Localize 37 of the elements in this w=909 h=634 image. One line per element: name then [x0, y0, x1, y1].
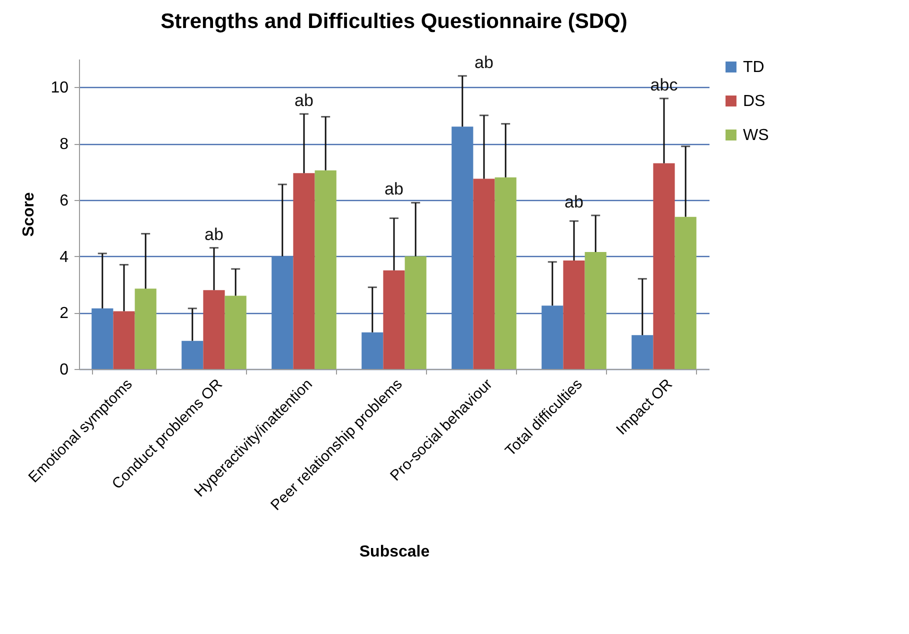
- bar: [314, 170, 336, 369]
- y-tick-label: 0: [60, 362, 69, 378]
- bar: [92, 308, 114, 369]
- y-tick-label: 4: [60, 248, 69, 266]
- bar: [362, 332, 384, 369]
- bar: [383, 270, 405, 369]
- bar: [653, 163, 675, 369]
- bar: [563, 260, 585, 369]
- bar: [632, 335, 654, 369]
- chart-title: Strengths and Difficulties Questionnaire (SDQ): [160, 10, 628, 33]
- bar: [134, 288, 156, 369]
- y-tick-label: 10: [50, 80, 69, 97]
- x-axis-title: Subscale: [359, 543, 430, 560]
- bar: [293, 173, 315, 369]
- y-tick-label: 8: [60, 136, 69, 154]
- bar: [113, 311, 135, 369]
- bar: [404, 256, 426, 369]
- bar: [224, 296, 246, 369]
- annotation: ab: [294, 90, 314, 110]
- bar: [674, 216, 696, 369]
- annotation: ab: [474, 52, 494, 72]
- y-axis-title: Score: [20, 192, 38, 237]
- bar: [182, 340, 204, 369]
- annotation: ab: [204, 224, 224, 244]
- y-tick-label: 2: [60, 305, 69, 322]
- bar: [272, 256, 294, 369]
- legend-label: DS: [743, 93, 766, 110]
- bar: [473, 178, 495, 369]
- bar: [203, 290, 225, 369]
- bar: [494, 177, 516, 369]
- legend-label: TD: [743, 59, 764, 76]
- annotation: ab: [384, 180, 404, 199]
- y-tick-label: 6: [60, 192, 69, 210]
- bar: [584, 252, 606, 369]
- legend-label: WS: [743, 127, 769, 144]
- bar: [542, 306, 564, 369]
- bar: [452, 126, 474, 369]
